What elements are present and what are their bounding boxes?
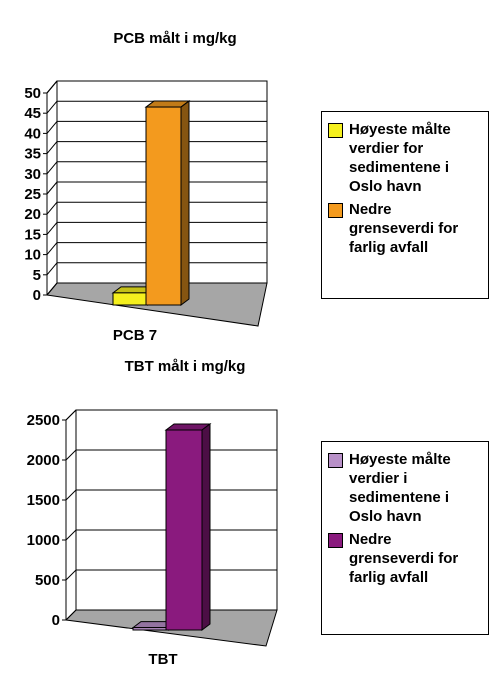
gridline-side	[65, 409, 77, 421]
y-tick-label: 40	[24, 125, 41, 142]
legend-swatch	[328, 533, 343, 548]
legend-label: Nedre grenseverdi for farlig avfall	[349, 201, 459, 256]
gridline-side	[46, 282, 58, 296]
gridline-side	[46, 262, 58, 276]
gridline-side	[65, 449, 77, 461]
y-tick-label: 0	[33, 287, 41, 304]
y-tick-label: 500	[35, 572, 60, 589]
bar-front	[165, 429, 203, 631]
y-tick-label: 1000	[27, 532, 60, 549]
chart-2-legend: Høyeste målte verdier i sedimentene i Os…	[321, 441, 489, 635]
x-category-label: TBT	[148, 651, 177, 668]
y-tick-label: 25	[24, 186, 41, 203]
y-tick-label: 2000	[27, 452, 60, 469]
gridline-side	[46, 121, 58, 134]
y-tick-label: 0	[52, 612, 60, 629]
y-tick-label: 30	[24, 166, 41, 183]
bar-front	[112, 292, 149, 306]
bar-2	[164, 423, 212, 631]
chart-2-plot: 0 500 1000 1500 2000 2500 TBT	[27, 409, 278, 668]
gridline-side	[46, 181, 58, 195]
legend-entry: Høyeste målte verdier for sedimentene i …	[328, 120, 478, 196]
gridline-side	[65, 529, 77, 541]
legend-swatch	[328, 203, 343, 218]
gridline-side	[65, 609, 77, 621]
legend-swatch	[328, 123, 343, 138]
bar-side	[201, 423, 211, 631]
bar-2	[144, 100, 191, 306]
chart-2-title: TBT målt i mg/kg	[124, 358, 246, 375]
chart-1-plot: 0 5 10 15 20 25 30 35 40 45 50 PCB 7	[24, 80, 268, 344]
bar-front	[145, 106, 182, 306]
gridline-side	[46, 100, 58, 114]
y-tick-label: 5	[33, 267, 41, 284]
gridline-side	[46, 141, 58, 154]
y-tick-label: 20	[24, 206, 41, 223]
legend-swatch	[328, 453, 343, 468]
y-tick-label: 10	[24, 247, 41, 264]
legend-entry: Høyeste målte verdier i sedimentene i Os…	[328, 450, 478, 526]
legend-entry: Nedre grenseverdi for farlig avfall	[328, 530, 478, 587]
x-category-label: PCB 7	[113, 327, 157, 344]
gridline-side	[65, 569, 77, 581]
bar-side	[180, 100, 190, 306]
gridline-side	[65, 489, 77, 501]
gridline-side	[46, 80, 58, 94]
y-tick-label: 2500	[27, 412, 60, 429]
y-tick-label: 45	[24, 105, 41, 122]
legend-label: Høyeste målte verdier for sedimentene i …	[349, 121, 451, 195]
gridline-side	[46, 222, 58, 235]
legend-entry: Nedre grenseverdi for farlig avfall	[328, 200, 478, 257]
y-tick-label: 15	[24, 226, 41, 243]
gridline-side	[46, 242, 58, 255]
y-tick-label: 1500	[27, 492, 60, 509]
gridline-side	[46, 161, 58, 175]
bar-front	[132, 627, 170, 631]
chart-1-legend: Høyeste målte verdier for sedimentene i …	[321, 111, 489, 299]
chart-1-title: PCB målt i mg/kg	[113, 30, 237, 47]
legend-label: Nedre grenseverdi for farlig avfall	[349, 531, 459, 586]
legend-label: Høyeste målte verdier i sedimentene i Os…	[349, 451, 451, 525]
y-tick-label: 35	[24, 146, 41, 163]
gridline-side	[46, 201, 58, 215]
y-tick-label: 50	[24, 85, 41, 102]
